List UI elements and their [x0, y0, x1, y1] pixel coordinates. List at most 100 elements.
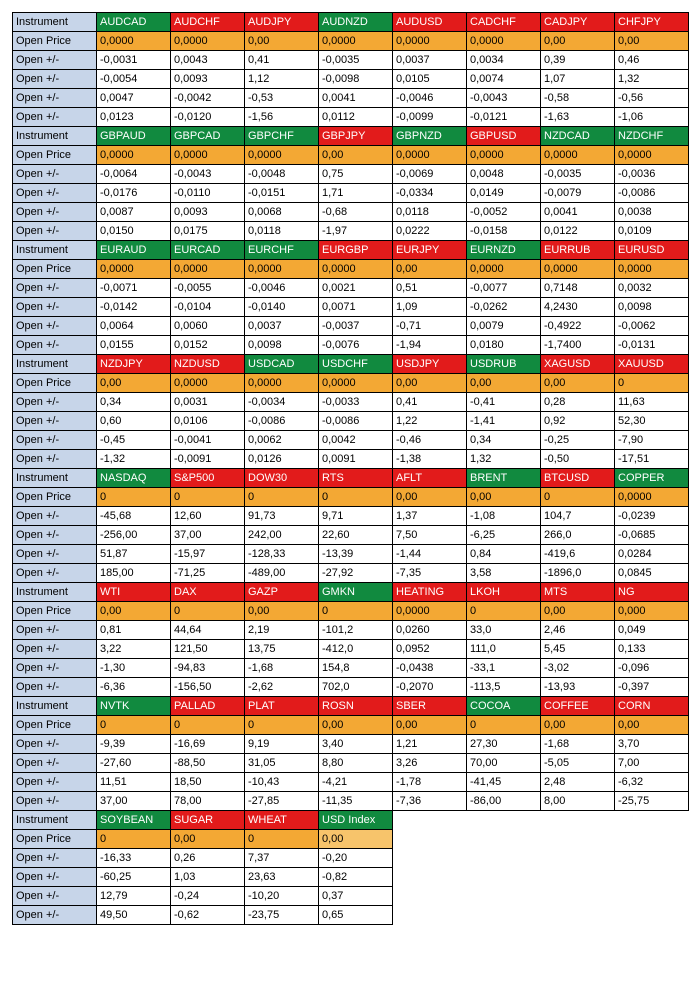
open-pm-cell: 7,50: [393, 526, 467, 545]
open-pm-cell: 0,34: [97, 393, 171, 412]
open-pm-cell: 27,30: [467, 735, 541, 754]
open-pm-cell: -1,68: [541, 735, 615, 754]
label-open-pm: Open +/-: [13, 792, 97, 811]
open-pm-cell: -0,096: [615, 659, 689, 678]
open-pm-cell: -1,06: [615, 108, 689, 127]
open-pm-cell: -0,56: [615, 89, 689, 108]
label-open-price: Open Price: [13, 146, 97, 165]
open-price-cell: 0,00: [393, 488, 467, 507]
instrument-header: GBPCAD: [171, 127, 245, 146]
open-pm-cell: 0,0068: [245, 203, 319, 222]
label-open-pm: Open +/-: [13, 431, 97, 450]
label-open-price: Open Price: [13, 602, 97, 621]
instrument-header: AUDJPY: [245, 13, 319, 32]
open-price-cell: 0,00: [97, 374, 171, 393]
open-pm-cell: -0,0034: [245, 393, 319, 412]
label-instrument: Instrument: [13, 697, 97, 716]
open-pm-cell: -0,46: [393, 431, 467, 450]
label-open-pm: Open +/-: [13, 659, 97, 678]
open-pm-cell: -0,0142: [97, 298, 171, 317]
instrument-header: NZDCHF: [615, 127, 689, 146]
open-pm-cell: -0,0043: [467, 89, 541, 108]
open-pm-cell: -0,0158: [467, 222, 541, 241]
open-pm-cell: 0,81: [97, 621, 171, 640]
label-open-price: Open Price: [13, 260, 97, 279]
open-price-cell: 0: [97, 716, 171, 735]
instrument-header: GBPNZD: [393, 127, 467, 146]
instrument-header: NG: [615, 583, 689, 602]
open-price-cell: 0: [615, 374, 689, 393]
open-pm-cell: -128,33: [245, 545, 319, 564]
label-instrument: Instrument: [13, 127, 97, 146]
open-pm-cell: 0,39: [541, 51, 615, 70]
label-instrument: Instrument: [13, 583, 97, 602]
instrument-header: XAUUSD: [615, 355, 689, 374]
instrument-header: CHFJPY: [615, 13, 689, 32]
open-pm-cell: -7,90: [615, 431, 689, 450]
open-price-cell: 0,00: [319, 830, 393, 849]
open-pm-cell: -0,0077: [467, 279, 541, 298]
open-pm-cell: -1,97: [319, 222, 393, 241]
open-price-cell: 0,0000: [393, 146, 467, 165]
instrument-header: MTS: [541, 583, 615, 602]
open-pm-cell: -0,0035: [319, 51, 393, 70]
open-pm-cell: -6,32: [615, 773, 689, 792]
open-pm-cell: 154,8: [319, 659, 393, 678]
instrument-header: EURRUB: [541, 241, 615, 260]
open-pm-cell: 0,37: [319, 887, 393, 906]
instrument-header: BRENT: [467, 469, 541, 488]
open-pm-cell: 3,22: [97, 640, 171, 659]
open-pm-cell: 9,19: [245, 735, 319, 754]
instrument-header: BTCUSD: [541, 469, 615, 488]
open-pm-cell: 266,0: [541, 526, 615, 545]
open-pm-cell: 3,70: [615, 735, 689, 754]
open-pm-cell: -4,21: [319, 773, 393, 792]
open-pm-cell: -0,0121: [467, 108, 541, 127]
open-pm-cell: 2,19: [245, 621, 319, 640]
instrument-header: LKOH: [467, 583, 541, 602]
open-pm-cell: 0,0118: [245, 222, 319, 241]
instrument-header: GBPCHF: [245, 127, 319, 146]
open-pm-cell: 0,75: [319, 165, 393, 184]
open-price-cell: 0: [467, 716, 541, 735]
instrument-header: RTS: [319, 469, 393, 488]
open-pm-cell: 0,0074: [467, 70, 541, 89]
open-pm-cell: 13,75: [245, 640, 319, 659]
open-price-cell: 0,0000: [393, 602, 467, 621]
open-pm-cell: 0,0037: [245, 317, 319, 336]
instrument-header: GMKN: [319, 583, 393, 602]
open-pm-cell: -7,36: [393, 792, 467, 811]
open-pm-cell: -0,0079: [541, 184, 615, 203]
open-pm-cell: -113,5: [467, 678, 541, 697]
open-pm-cell: 702,0: [319, 678, 393, 697]
open-pm-cell: 0,60: [97, 412, 171, 431]
open-pm-cell: -0,0043: [171, 165, 245, 184]
open-pm-cell: 0,0105: [393, 70, 467, 89]
open-pm-cell: 0,049: [615, 621, 689, 640]
open-pm-cell: 3,26: [393, 754, 467, 773]
open-pm-cell: -0,4922: [541, 317, 615, 336]
open-pm-cell: 0,0118: [393, 203, 467, 222]
open-pm-cell: -1,32: [97, 450, 171, 469]
open-price-cell: 0,0000: [319, 374, 393, 393]
label-open-price: Open Price: [13, 830, 97, 849]
instrument-header: EURNZD: [467, 241, 541, 260]
open-pm-cell: 52,30: [615, 412, 689, 431]
open-pm-cell: 0,41: [245, 51, 319, 70]
open-pm-cell: -0,0438: [393, 659, 467, 678]
instrument-header: EURAUD: [97, 241, 171, 260]
label-instrument: Instrument: [13, 241, 97, 260]
open-price-cell: 0,0000: [615, 260, 689, 279]
open-price-cell: 0,00: [615, 32, 689, 51]
open-pm-cell: 18,50: [171, 773, 245, 792]
open-pm-cell: 3,40: [319, 735, 393, 754]
open-pm-cell: 0,84: [467, 545, 541, 564]
label-open-pm: Open +/-: [13, 279, 97, 298]
open-pm-cell: -0,0098: [319, 70, 393, 89]
open-pm-cell: -6,25: [467, 526, 541, 545]
open-pm-cell: -0,71: [393, 317, 467, 336]
open-pm-cell: -0,0334: [393, 184, 467, 203]
open-pm-cell: -0,0041: [171, 431, 245, 450]
open-pm-cell: -1,78: [393, 773, 467, 792]
open-pm-cell: 12,79: [97, 887, 171, 906]
